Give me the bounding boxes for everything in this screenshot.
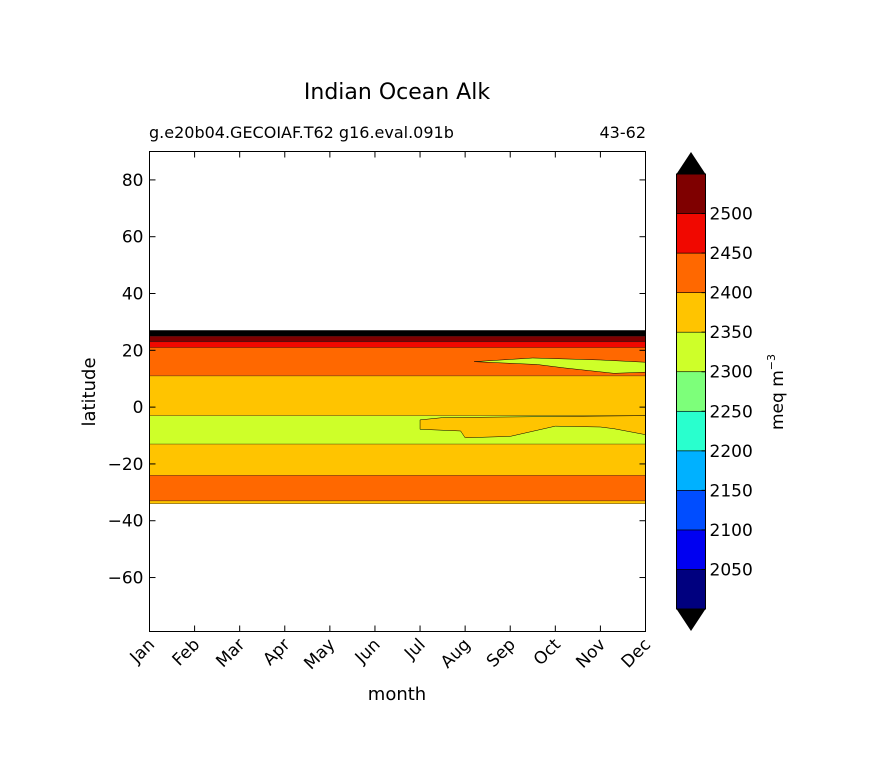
colorbar-tick-label: 2250 bbox=[710, 402, 753, 422]
contour-band-6 bbox=[149, 341, 646, 348]
colorbar-tick-label: 2100 bbox=[710, 521, 753, 541]
x-tick-label: Jan bbox=[126, 635, 159, 668]
chart-title: Indian Ocean Alk bbox=[304, 80, 490, 105]
y-tick-label: 80 bbox=[122, 171, 144, 191]
contour-line-layer bbox=[149, 330, 646, 504]
colorbar-swatch bbox=[676, 371, 706, 412]
y-tick-label: −60 bbox=[108, 569, 144, 589]
colorbar-label-exponent: −3 bbox=[765, 354, 778, 370]
colorbar-swatch bbox=[676, 331, 706, 373]
y-axis-ticks: 80 60 40 20 0 −20 −40 −60 bbox=[108, 171, 646, 589]
y-tick-label: 0 bbox=[133, 398, 144, 418]
colorbar-extend-min bbox=[676, 609, 706, 631]
colorbar-swatch bbox=[676, 529, 706, 570]
contour-band-7 bbox=[149, 336, 646, 342]
chart-subtitle-left: g.e20b04.GECOIAF.T62 g16.eval.091b bbox=[149, 123, 454, 142]
x-tick-label: Feb bbox=[169, 635, 204, 670]
x-tick-label: Dec bbox=[618, 635, 655, 672]
x-tick-label: Nov bbox=[572, 635, 610, 673]
colorbar-tick-label: 2450 bbox=[710, 244, 753, 264]
colorbar-extend-max bbox=[676, 152, 706, 174]
contour-band-4 bbox=[149, 375, 646, 416]
x-tick-label: Jul bbox=[400, 635, 429, 664]
colorbar-swatch bbox=[676, 450, 706, 491]
contour-fill-layer bbox=[149, 330, 646, 504]
colorbar-frame bbox=[676, 173, 706, 610]
colorbar-swatch bbox=[676, 252, 706, 293]
contour-late-year-patch bbox=[419, 415, 646, 439]
colorbar-tick-label: 2150 bbox=[710, 481, 753, 501]
y-tick-label: 60 bbox=[122, 228, 144, 248]
colorbar-tick-label: 2200 bbox=[710, 442, 753, 462]
x-axis-label: month bbox=[368, 684, 426, 705]
colorbar-tick-label: 2350 bbox=[710, 323, 753, 343]
x-tick-label: Jun bbox=[351, 635, 385, 669]
x-tick-label: May bbox=[300, 635, 339, 674]
colorbar-swatch bbox=[676, 213, 706, 254]
y-axis-label: latitude bbox=[79, 357, 100, 426]
colorbar: 2050 2100 2150 2200 2250 2300 2350 2400 2450 2500 bbox=[676, 152, 753, 631]
contour-band-2 bbox=[149, 444, 646, 476]
colorbar-tick-label: 2300 bbox=[710, 363, 753, 383]
x-tick-label: Mar bbox=[212, 635, 249, 672]
x-tick-label: Aug bbox=[437, 635, 475, 673]
x-tick-label: Apr bbox=[259, 635, 294, 670]
y-tick-label: 20 bbox=[122, 341, 144, 361]
chart-subtitle-right: 43-62 bbox=[600, 123, 647, 142]
x-tick-label: Oct bbox=[530, 635, 565, 670]
colorbar-swatch bbox=[676, 569, 706, 610]
colorbar-swatch bbox=[676, 410, 706, 452]
colorbar-tick-label: 2400 bbox=[710, 284, 753, 304]
colorbar-swatch bbox=[676, 490, 706, 531]
contour-band-0 bbox=[149, 500, 646, 504]
x-tick-label: Sep bbox=[483, 635, 520, 672]
colorbar-swatch bbox=[676, 173, 706, 214]
contour-band-8 bbox=[149, 330, 646, 337]
colorbar-tick-label: 2050 bbox=[710, 560, 753, 580]
colorbar-swatch bbox=[676, 292, 706, 333]
colorbar-label: meq m−3 bbox=[765, 354, 788, 430]
contour-band-1 bbox=[149, 475, 646, 501]
colorbar-label-text: meq m bbox=[768, 370, 788, 430]
plot-area-frame bbox=[149, 151, 646, 632]
y-tick-label: 40 bbox=[122, 285, 144, 305]
colorbar-tick-label: 2500 bbox=[710, 205, 753, 225]
y-tick-label: −40 bbox=[108, 512, 144, 532]
y-tick-label: −20 bbox=[108, 455, 144, 475]
